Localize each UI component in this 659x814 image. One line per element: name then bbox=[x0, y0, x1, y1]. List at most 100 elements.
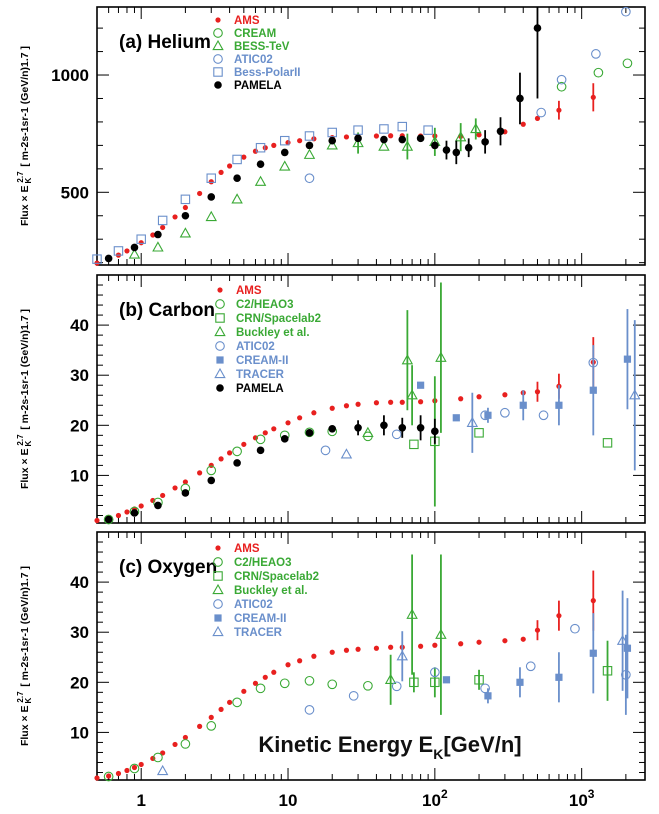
data-point bbox=[156, 764, 169, 776]
y-tick-label: 10 bbox=[70, 723, 89, 742]
data-point bbox=[124, 248, 130, 254]
data-point bbox=[353, 125, 363, 135]
data-point bbox=[297, 415, 303, 421]
data-point bbox=[233, 174, 241, 183]
data-point bbox=[416, 424, 425, 432]
data-point bbox=[388, 399, 394, 405]
series-pamela bbox=[104, 415, 439, 524]
legend-marker bbox=[214, 325, 226, 337]
data-point bbox=[556, 74, 567, 85]
data-point bbox=[516, 94, 524, 103]
data-point bbox=[520, 636, 526, 642]
data-point bbox=[280, 148, 289, 157]
data-point bbox=[252, 680, 259, 686]
legend-marker bbox=[212, 39, 224, 51]
data-point bbox=[409, 677, 419, 688]
data-point bbox=[373, 400, 380, 406]
series-crn-spacelab2 bbox=[409, 640, 613, 701]
legend-marker bbox=[217, 287, 223, 293]
data-point bbox=[241, 154, 247, 160]
data-point bbox=[138, 240, 144, 246]
data-point bbox=[538, 410, 549, 421]
data-point bbox=[398, 135, 407, 144]
data-point bbox=[401, 140, 414, 151]
data-point bbox=[180, 194, 191, 205]
data-point bbox=[138, 503, 144, 509]
data-point bbox=[533, 24, 542, 32]
data-point bbox=[172, 741, 178, 748]
series-c2-heao3 bbox=[103, 675, 373, 782]
data-point bbox=[520, 121, 526, 127]
data-point bbox=[373, 645, 380, 651]
data-point bbox=[207, 193, 216, 201]
y-tick-label: 20 bbox=[70, 416, 89, 435]
y-axis-label: Flux × E 2.7K [ m-2s-1sr-1 (GeV/n)1.7 ] bbox=[16, 566, 33, 746]
legend-marker bbox=[213, 599, 223, 609]
series-tracer bbox=[340, 320, 641, 471]
data-point bbox=[94, 517, 100, 524]
data-point bbox=[622, 58, 633, 69]
data-point bbox=[138, 761, 144, 768]
data-point bbox=[416, 134, 425, 143]
data-point bbox=[593, 67, 604, 78]
data-point bbox=[94, 775, 100, 781]
data-point bbox=[279, 160, 291, 171]
data-point bbox=[362, 426, 374, 437]
data-point bbox=[474, 428, 484, 438]
data-point bbox=[363, 680, 373, 691]
data-point bbox=[454, 131, 467, 142]
data-point bbox=[115, 770, 122, 777]
data-point bbox=[103, 771, 114, 782]
legend-label: PAMELA bbox=[234, 80, 282, 92]
data-point bbox=[502, 392, 508, 398]
series-ams bbox=[94, 337, 596, 524]
data-point bbox=[399, 399, 405, 405]
data-point bbox=[150, 232, 156, 238]
data-point bbox=[206, 173, 217, 183]
legend: AMS C2/HEAO3 CRN/Spacelab2 Buckley et al. AT… bbox=[212, 543, 319, 639]
data-point bbox=[432, 642, 438, 648]
legend-marker bbox=[216, 384, 224, 392]
data-point bbox=[348, 690, 359, 701]
data-point bbox=[241, 441, 247, 447]
data-point bbox=[340, 448, 353, 459]
legend-marker bbox=[213, 557, 223, 567]
series-cream-ii bbox=[417, 309, 632, 436]
legend-marker bbox=[215, 545, 221, 551]
data-point bbox=[255, 434, 266, 445]
data-point bbox=[218, 706, 224, 712]
legend-marker bbox=[215, 341, 225, 351]
data-point bbox=[128, 248, 141, 259]
data-point bbox=[589, 649, 597, 657]
data-point bbox=[429, 667, 440, 678]
data-point bbox=[556, 107, 562, 113]
data-point bbox=[519, 401, 527, 409]
data-point bbox=[271, 142, 277, 148]
data-point bbox=[218, 169, 224, 175]
legend-marker bbox=[216, 356, 224, 364]
data-point bbox=[104, 254, 113, 263]
data-point bbox=[328, 425, 337, 433]
series-cream bbox=[556, 58, 633, 92]
data-point bbox=[406, 608, 418, 619]
data-point bbox=[464, 143, 473, 152]
data-point bbox=[154, 501, 162, 510]
data-point bbox=[172, 214, 178, 220]
y-tick-label: 1000 bbox=[51, 66, 89, 85]
data-point bbox=[154, 230, 162, 239]
x-axis-label: Kinetic Energy EK[GeV/n] bbox=[258, 732, 521, 762]
data-point bbox=[570, 623, 580, 634]
data-point bbox=[616, 634, 629, 645]
legend-label: TRACER bbox=[234, 627, 283, 639]
data-point bbox=[311, 653, 317, 659]
data-point bbox=[305, 429, 314, 437]
data-point bbox=[252, 148, 259, 154]
data-point bbox=[124, 767, 130, 774]
legend-label: AMS bbox=[234, 15, 260, 27]
data-point bbox=[484, 411, 492, 419]
data-point bbox=[621, 669, 631, 680]
data-point bbox=[379, 124, 389, 134]
data-point bbox=[352, 136, 364, 148]
y-tick-label: 500 bbox=[61, 183, 89, 202]
data-point bbox=[355, 646, 361, 652]
